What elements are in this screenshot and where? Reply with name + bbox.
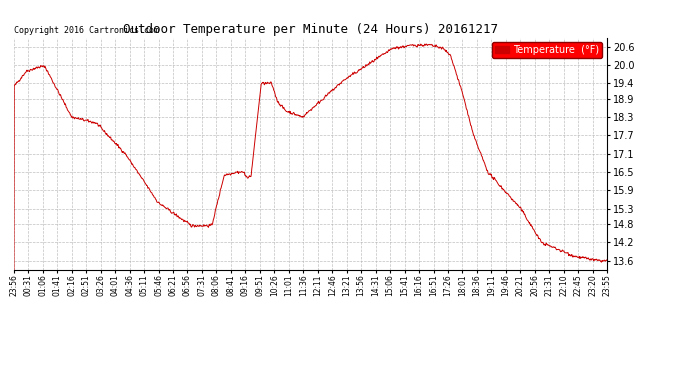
- Text: Copyright 2016 Cartronics.com: Copyright 2016 Cartronics.com: [14, 26, 159, 35]
- Title: Outdoor Temperature per Minute (24 Hours) 20161217: Outdoor Temperature per Minute (24 Hours…: [123, 23, 498, 36]
- Legend: Temperature  (°F): Temperature (°F): [492, 42, 602, 58]
